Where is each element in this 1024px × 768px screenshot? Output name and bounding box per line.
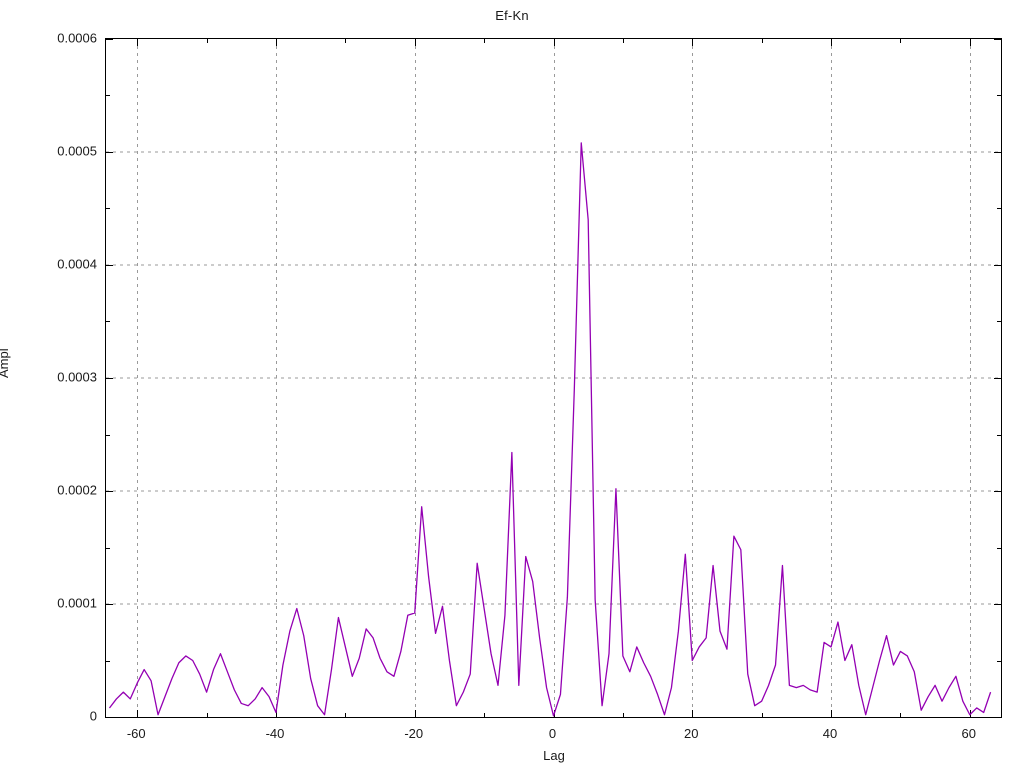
x-tick-label: -60 xyxy=(126,726,146,741)
x-tick-label: -40 xyxy=(265,726,285,741)
y-tick-label: 0.0004 xyxy=(57,256,97,272)
data-series-line xyxy=(106,39,1001,717)
x-tick-label: 60 xyxy=(961,726,976,741)
x-axis-label: Lag xyxy=(0,748,1024,763)
y-tick-label: 0.0006 xyxy=(57,30,97,46)
x-tick-label: 20 xyxy=(684,726,699,741)
y-axis-label: Ampl xyxy=(0,348,11,378)
page-title: Ef-Kn xyxy=(495,8,529,23)
y-tick-label: 0.0005 xyxy=(57,143,97,159)
series-ef-kn xyxy=(108,142,992,717)
x-tick-label: -20 xyxy=(404,726,424,741)
y-axis-tick-labels: 0 0.0001 0.0002 0.0003 0.0004 0.0005 0.0006 xyxy=(0,0,97,768)
x-axis-label-text: Lag xyxy=(543,748,565,763)
y-tick-label: 0.0001 xyxy=(57,595,97,611)
y-tick-label: 0.0002 xyxy=(57,482,97,498)
y-tick-label: 0.0003 xyxy=(57,369,97,385)
gridlines xyxy=(106,39,1001,717)
x-tick-label: 40 xyxy=(822,726,838,741)
plot-area xyxy=(105,38,1002,718)
y-tick-label: 0 xyxy=(89,708,97,724)
x-tick-label: 0 xyxy=(548,726,557,741)
